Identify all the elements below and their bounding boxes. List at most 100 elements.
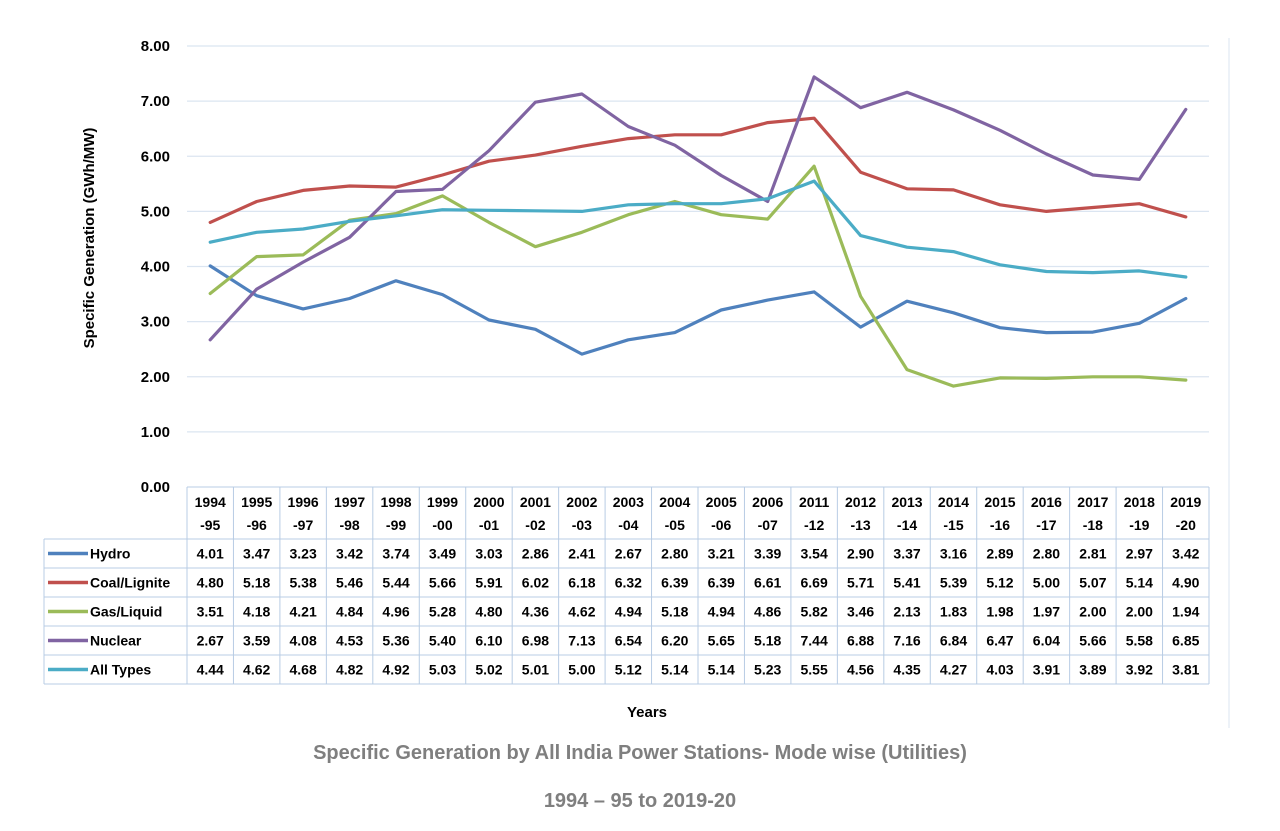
x-category-label: 2016 xyxy=(1031,494,1062,510)
table-cell-value: 5.28 xyxy=(429,604,456,620)
table-cell-value: 4.82 xyxy=(336,662,363,678)
chart-caption-years: 1994 – 95 to 2019-20 xyxy=(543,790,737,812)
table-cell-value: 5.02 xyxy=(475,662,502,678)
legend-entry: Nuclear xyxy=(90,633,142,649)
table-cell-value: 2.67 xyxy=(615,546,642,562)
table-cell-value: 2.86 xyxy=(522,546,549,562)
table-cell-value: 5.91 xyxy=(475,575,502,591)
table-cell-value: 6.88 xyxy=(847,633,874,649)
table-cell-value: 3.54 xyxy=(801,546,828,562)
table-cell-value: 4.35 xyxy=(893,662,920,678)
x-category-label-suffix: -03 xyxy=(572,517,592,533)
x-category-label: 2000 xyxy=(473,494,504,510)
table-cell-value: 4.94 xyxy=(615,604,642,620)
y-tick-label: 1.00 xyxy=(141,424,170,441)
table-cell-value: 5.65 xyxy=(708,633,735,649)
y-tick-label: 3.00 xyxy=(141,314,170,331)
series-line-all-types xyxy=(208,179,1188,279)
table-cell-value: 1.98 xyxy=(986,604,1013,620)
table-cell-value: 1.97 xyxy=(1033,604,1060,620)
table-cell-value: 2.97 xyxy=(1126,546,1153,562)
table-cell-value: 5.00 xyxy=(568,662,595,678)
x-category-label: 2012 xyxy=(845,494,876,510)
table-cell-value: 4.36 xyxy=(522,604,549,620)
table-cell-value: 4.03 xyxy=(986,662,1013,678)
table-cell-value: 7.44 xyxy=(801,633,828,649)
x-category-label: 2004 xyxy=(659,494,690,510)
table-cell-value: 6.69 xyxy=(801,575,828,591)
table-cell-value: 4.53 xyxy=(336,633,363,649)
x-category-label-suffix: -15 xyxy=(943,517,963,533)
table-cell-value: 4.80 xyxy=(197,575,224,591)
table-cell-value: 2.89 xyxy=(986,546,1013,562)
x-category-label: 1994 xyxy=(195,494,226,510)
table-cell-value: 2.13 xyxy=(893,604,920,620)
table-cell-value: 5.18 xyxy=(661,604,688,620)
table-cell-value: 4.56 xyxy=(847,662,874,678)
table-cell-value: 3.89 xyxy=(1079,662,1106,678)
table-cell-value: 6.98 xyxy=(522,633,549,649)
y-tick-label: 5.00 xyxy=(141,203,170,220)
x-category-label: 1997 xyxy=(334,494,365,510)
series-line-gas-liquid xyxy=(208,164,1188,388)
x-category-label-suffix: -99 xyxy=(386,517,406,533)
x-category-label-suffix: -19 xyxy=(1129,517,1149,533)
table-cell-value: 6.61 xyxy=(754,575,781,591)
table-cell-value: 4.18 xyxy=(243,604,270,620)
x-category-label: 1998 xyxy=(380,494,411,510)
table-cell-value: 2.67 xyxy=(197,633,224,649)
x-category-label-suffix: -16 xyxy=(990,517,1010,533)
legend-entry: Hydro xyxy=(90,546,130,562)
chart-caption: Specific Generation by All India Power S… xyxy=(313,742,967,764)
x-category-label: 2005 xyxy=(706,494,737,510)
y-tick-label: 8.00 xyxy=(141,38,170,55)
table-cell-value: 4.62 xyxy=(568,604,595,620)
table-cell-value: 6.84 xyxy=(940,633,967,649)
table-cell-value: 6.54 xyxy=(615,633,642,649)
x-category-label: 2015 xyxy=(984,494,1015,510)
x-category-label-suffix: -20 xyxy=(1176,517,1196,533)
table-cell-value: 2.00 xyxy=(1079,604,1106,620)
y-tick-label: 4.00 xyxy=(141,259,170,276)
data-table: 1994 -95 1995 -96 1996 -97 1997 -98 1998 -99 1999 -… xyxy=(43,486,1210,685)
x-category-label: 1999 xyxy=(427,494,458,510)
x-category-label-suffix: -17 xyxy=(1036,517,1056,533)
table-cell-value: 4.84 xyxy=(336,604,363,620)
table-cell-value: 6.02 xyxy=(522,575,549,591)
x-category-label-suffix: -12 xyxy=(804,517,824,533)
table-cell-value: 4.96 xyxy=(382,604,409,620)
x-category-label: 2002 xyxy=(566,494,597,510)
table-cell-value: 5.00 xyxy=(1033,575,1060,591)
x-category-label: 2003 xyxy=(613,494,644,510)
table-cell-value: 5.18 xyxy=(243,575,270,591)
x-category-label: 2001 xyxy=(520,494,551,510)
legend-entry: All Types xyxy=(90,662,151,678)
table-cell-value: 4.90 xyxy=(1172,575,1199,591)
y-tick-label: 6.00 xyxy=(141,148,170,165)
table-cell-value: 3.39 xyxy=(754,546,781,562)
table-cell-value: 4.01 xyxy=(197,546,224,562)
series-line-hydro xyxy=(208,264,1188,356)
table-cell-value: 1.83 xyxy=(940,604,967,620)
table-cell-value: 3.74 xyxy=(382,546,409,562)
x-category-label: 1996 xyxy=(288,494,319,510)
table-cell-value: 5.12 xyxy=(986,575,1013,591)
legend-entry: Coal/Lignite xyxy=(90,575,170,591)
series-line-nuclear xyxy=(208,75,1188,342)
table-cell-value: 5.03 xyxy=(429,662,456,678)
table-cell-value: 6.47 xyxy=(986,633,1013,649)
table-cell-value: 3.37 xyxy=(893,546,920,562)
table-cell-value: 3.42 xyxy=(1172,546,1199,562)
table-cell-value: 6.10 xyxy=(475,633,502,649)
table-cell-value: 5.38 xyxy=(290,575,317,591)
table-cell-value: 7.13 xyxy=(568,633,595,649)
table-cell-value: 5.07 xyxy=(1079,575,1106,591)
x-category-label-suffix: -95 xyxy=(200,517,220,533)
table-cell-value: 4.08 xyxy=(290,633,317,649)
table-cell-value: 3.59 xyxy=(243,633,270,649)
x-category-label: 2011 xyxy=(799,494,830,510)
table-cell-value: 3.47 xyxy=(243,546,270,562)
x-category-label-suffix: -02 xyxy=(525,517,545,533)
table-cell-value: 6.85 xyxy=(1172,633,1199,649)
